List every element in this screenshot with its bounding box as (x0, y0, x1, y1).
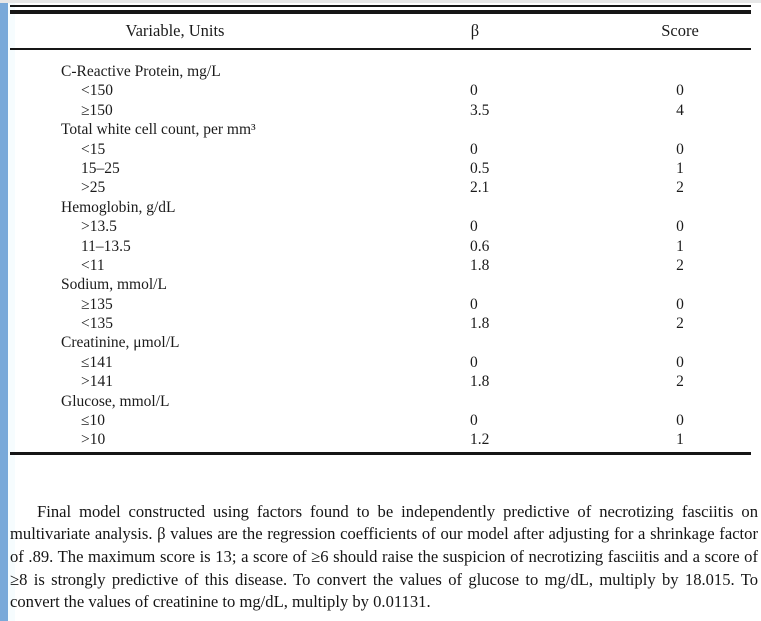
beta-cell-empty (340, 275, 610, 294)
beta-cell: 0 (470, 295, 478, 313)
variable-range-cell: >141 (81, 373, 113, 391)
score-cell-empty (610, 333, 750, 352)
beta-cell: 0.5 (470, 159, 490, 177)
variable-range-cell: <11 (81, 256, 105, 274)
score-cell-empty (610, 198, 750, 217)
variable-range-cell: <135 (81, 315, 113, 333)
table-row: <150 0 0 (10, 81, 751, 100)
col-header-beta: β (470, 21, 480, 40)
score-cell: 0 (676, 412, 684, 430)
variable-range-cell: >25 (81, 179, 106, 197)
score-cell: 1 (676, 159, 684, 177)
table-row: <11 1.8 2 (10, 256, 751, 275)
score-cell: 2 (676, 179, 684, 197)
score-cell: 0 (676, 353, 684, 371)
beta-cell: 1.2 (470, 431, 490, 449)
table-row: <135 1.8 2 (10, 314, 751, 333)
table-bottom-rule (10, 451, 751, 455)
table-top-rule-thick (10, 10, 751, 14)
table-header-rule (10, 48, 751, 50)
table-top-rule-thin (10, 5, 751, 7)
score-cell: 2 (676, 256, 684, 274)
score-cell: 1 (676, 431, 684, 449)
table-group-row: Total white cell count, per mm³ (10, 120, 751, 139)
variable-group-label: Sodium, mmol/L (61, 276, 167, 294)
beta-cell-empty (340, 120, 610, 139)
score-cell-empty (610, 392, 750, 411)
variable-range-cell: ≥135 (81, 295, 113, 313)
table-group-row: Sodium, mmol/L (10, 275, 751, 294)
beta-cell: 1.8 (470, 373, 490, 391)
score-cell-empty (610, 275, 750, 294)
scan-left-edge-stripe (0, 3, 8, 621)
table-row: >13.5 0 0 (10, 217, 751, 236)
beta-cell: 1.8 (470, 315, 490, 333)
scan-left-haze (8, 3, 15, 621)
beta-cell-empty (340, 333, 610, 352)
table-row: >141 1.8 2 (10, 372, 751, 391)
score-cell: 0 (676, 140, 684, 158)
beta-cell: 0 (470, 353, 478, 371)
table-row: ≥135 0 0 (10, 295, 751, 314)
table-group-row: Hemoglobin, g/dL (10, 198, 751, 217)
table-body: C-Reactive Protein, mg/L <150 0 0 ≥150 3.5 4 To… (10, 50, 751, 452)
beta-cell: 0 (470, 82, 478, 100)
table-row: <15 0 0 (10, 140, 751, 159)
score-table: Variable, Units β Score C-Reactive Prote… (10, 5, 751, 455)
beta-cell: 0 (470, 218, 478, 236)
col-header-variable: Variable, Units (125, 21, 225, 40)
variable-group-label: Hemoglobin, g/dL (61, 198, 176, 216)
beta-cell-empty (340, 392, 610, 411)
variable-group-label: Creatinine, μmol/L (61, 334, 180, 352)
score-cell: 0 (676, 82, 684, 100)
table-row: >10 1.2 1 (10, 430, 751, 449)
table-group-row: Glucose, mmol/L (10, 392, 751, 411)
score-cell: 0 (676, 295, 684, 313)
table-row: 15–25 0.5 1 (10, 159, 751, 178)
beta-cell: 0 (470, 412, 478, 430)
table-row: ≤10 0 0 (10, 411, 751, 430)
score-cell-empty (610, 62, 750, 81)
table-group-row: C-Reactive Protein, mg/L (10, 62, 751, 81)
beta-cell-empty (340, 198, 610, 217)
table-row: ≥150 3.5 4 (10, 101, 751, 120)
beta-cell: 3.5 (470, 101, 490, 119)
variable-group-label: Glucose, mmol/L (61, 392, 170, 410)
variable-group-label: C-Reactive Protein, mg/L (61, 63, 221, 80)
variable-range-cell: <15 (81, 140, 106, 158)
table-group-row: Creatinine, μmol/L (10, 333, 751, 352)
table-row: 11–13.5 0.6 1 (10, 237, 751, 256)
beta-cell: 0.6 (470, 237, 490, 255)
variable-group-label: Total white cell count, per mm³ (61, 121, 256, 139)
col-header-score: Score (661, 21, 699, 40)
score-cell: 0 (676, 218, 684, 236)
score-cell: 2 (676, 373, 684, 391)
table-footnote: Final model constructed using factors fo… (10, 501, 758, 612)
table-row: >25 2.1 2 (10, 178, 751, 197)
table-row: ≤141 0 0 (10, 353, 751, 372)
variable-range-cell: ≥150 (81, 101, 113, 119)
beta-cell: 1.8 (470, 256, 490, 274)
variable-range-cell: >10 (81, 431, 106, 449)
table-header-row: Variable, Units β Score (10, 14, 751, 48)
variable-range-cell: >13.5 (81, 218, 117, 236)
beta-cell: 2.1 (470, 179, 490, 197)
variable-range-cell: 15–25 (81, 159, 120, 177)
score-cell: 1 (676, 237, 684, 255)
variable-range-cell: ≤10 (81, 412, 106, 430)
score-cell: 2 (676, 315, 684, 333)
variable-range-cell: ≤141 (81, 353, 113, 371)
beta-cell-empty (340, 62, 610, 81)
scan-top-edge-line (0, 0, 761, 3)
score-cell-empty (610, 120, 750, 139)
score-cell: 4 (676, 101, 684, 119)
variable-range-cell: <150 (81, 82, 113, 100)
variable-range-cell: 11–13.5 (81, 237, 131, 255)
beta-cell: 0 (470, 140, 478, 158)
